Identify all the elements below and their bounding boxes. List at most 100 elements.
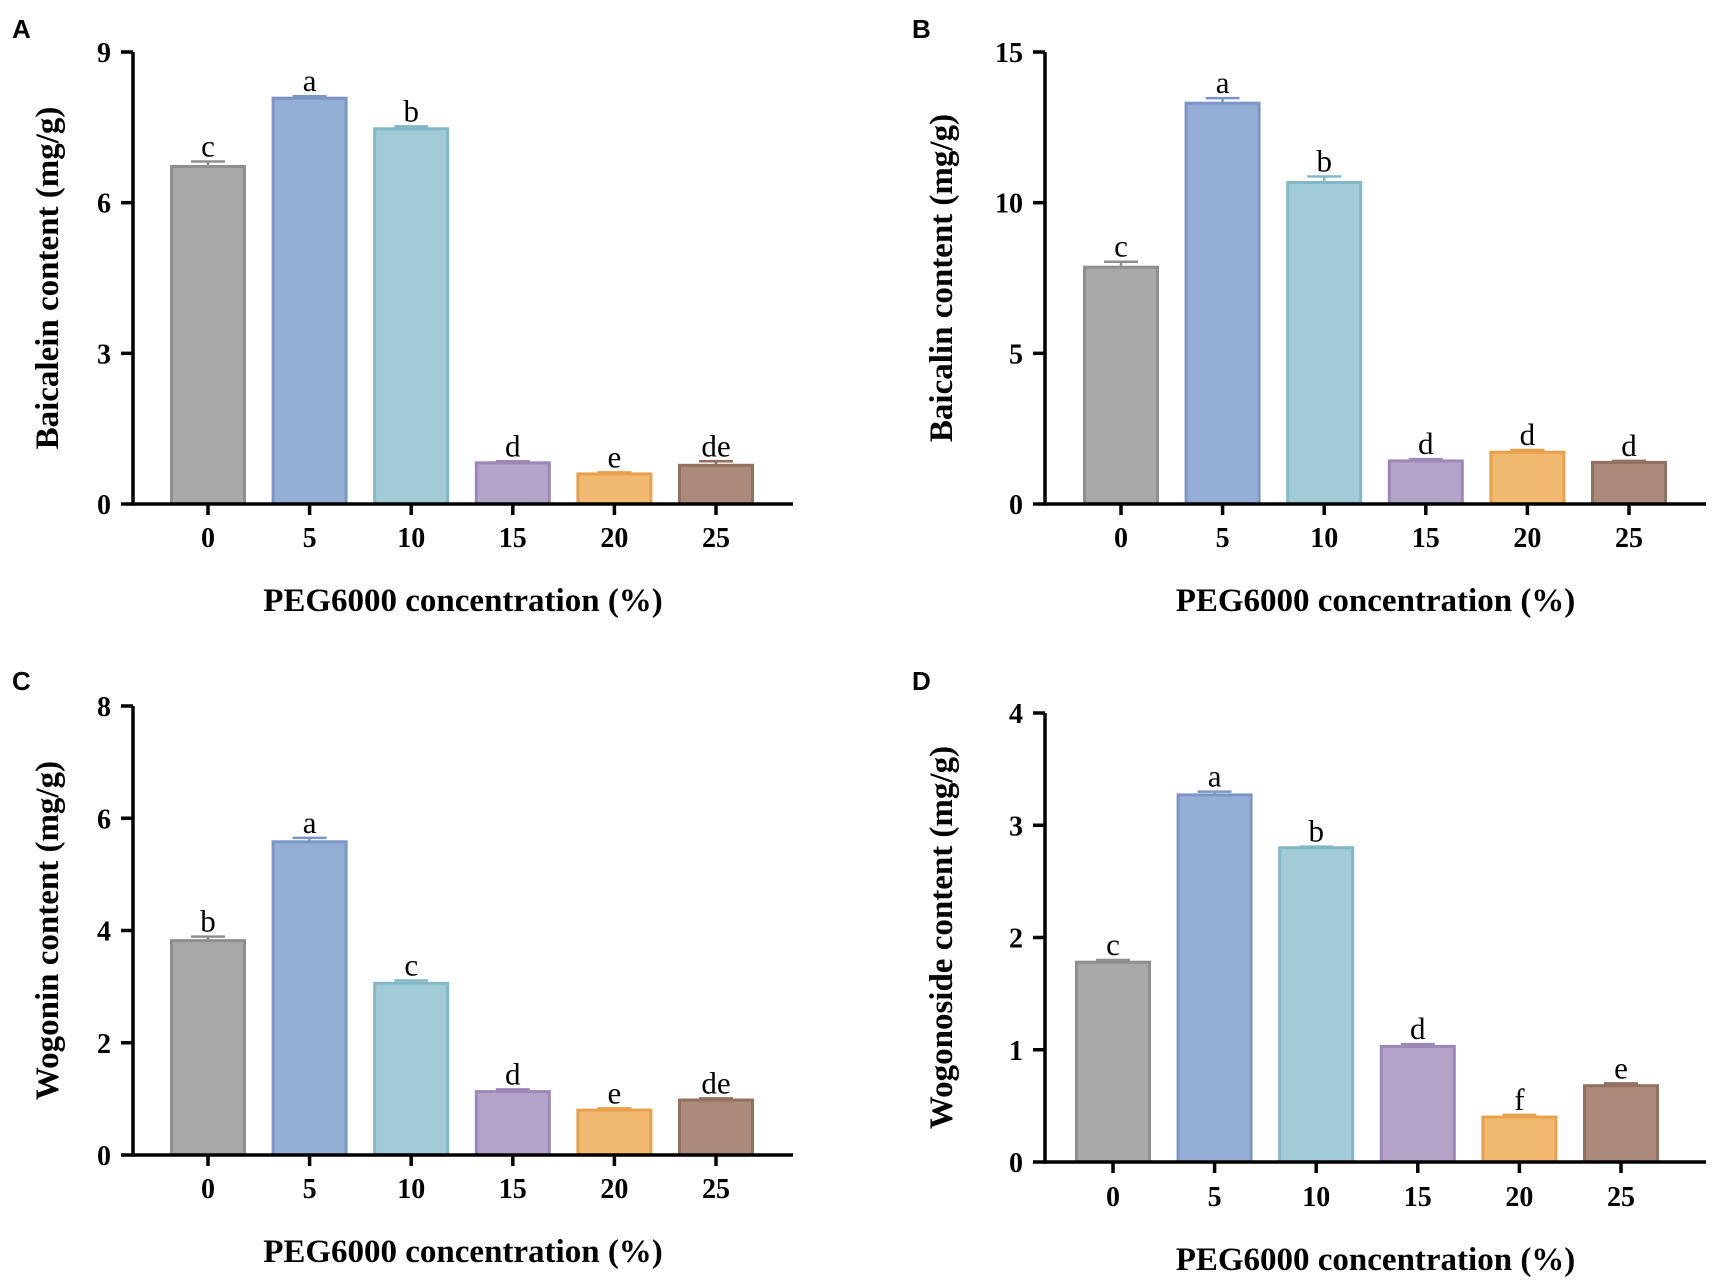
error-bar-d-20 <box>1502 1113 1537 1118</box>
significance-label-b-5: a <box>1216 65 1230 100</box>
y-tick-label-d-2: 2 <box>1009 924 1023 955</box>
significance-label-c-0: b <box>200 904 216 939</box>
significance-label-b-25: d <box>1621 428 1637 463</box>
x-tick-label-a-20: 20 <box>600 523 628 554</box>
bar-c-5 <box>271 840 348 1157</box>
bar-c-25 <box>678 1098 754 1157</box>
x-tick-label-b-0: 0 <box>1114 523 1128 554</box>
bar-d-25 <box>1583 1084 1659 1164</box>
significance-label-d-15: d <box>1410 1011 1426 1046</box>
significance-label-a-5: a <box>303 63 317 98</box>
bar-d-15 <box>1379 1044 1456 1164</box>
error-bar-b-5 <box>1205 96 1240 104</box>
y-tick-label-c-4: 4 <box>97 917 111 948</box>
x-tick-label-c-0: 0 <box>201 1174 215 1205</box>
significance-label-a-10: b <box>403 93 419 128</box>
significance-label-c-20: e <box>608 1075 622 1110</box>
bar-a-15 <box>474 461 551 506</box>
bar-b-20 <box>1489 450 1566 506</box>
error-bar-c-0 <box>191 935 225 941</box>
bar-d-10 <box>1278 846 1355 1164</box>
error-bar-a-5 <box>292 94 327 99</box>
y-tick-label-c-2: 2 <box>97 1029 111 1060</box>
panel-c-letter: C <box>12 666 31 696</box>
x-tick-label-b-5: 5 <box>1216 523 1230 554</box>
error-bar-b-15 <box>1408 457 1443 461</box>
bar-b-5 <box>1184 101 1261 506</box>
significance-label-c-25: de <box>701 1065 730 1100</box>
error-bar-b-25 <box>1612 459 1646 463</box>
y-tick-label-c-6: 6 <box>97 804 111 835</box>
bar-c-0 <box>170 939 246 1157</box>
error-bar-a-10 <box>394 125 429 129</box>
panel-d-letter: D <box>912 666 931 696</box>
y-tick-label-c-8: 8 <box>97 692 111 723</box>
bar-c-15 <box>474 1090 551 1157</box>
error-bar-a-15 <box>495 460 530 463</box>
y-tick-label-a-0: 0 <box>97 490 111 521</box>
significance-label-d-5: a <box>1208 759 1222 794</box>
significance-label-a-15: d <box>505 428 521 463</box>
y-tick-label-d-4: 4 <box>1009 699 1023 730</box>
significance-label-d-10: b <box>1308 814 1324 849</box>
bar-d-20 <box>1481 1115 1558 1164</box>
x-tick-label-c-20: 20 <box>600 1174 628 1205</box>
error-bar-b-20 <box>1510 448 1545 453</box>
significance-label-d-25: e <box>1614 1050 1628 1085</box>
y-tick-label-d-0: 0 <box>1009 1148 1023 1179</box>
x-tick-label-b-20: 20 <box>1513 523 1541 554</box>
panel-a-letter: A <box>12 14 31 44</box>
error-bar-c-10 <box>394 979 429 984</box>
panel-d: Dc a b d f e 0 1 2 3 4 0 5 10 15 20 25 PEG6000 concentrat… <box>912 666 1706 1278</box>
significance-label-a-20: e <box>608 439 622 474</box>
error-bar-c-15 <box>495 1088 530 1092</box>
y-tick-label-a-9: 9 <box>97 38 111 69</box>
error-bar-d-10 <box>1299 845 1334 848</box>
x-tick-label-a-15: 15 <box>499 523 527 554</box>
x-tick-label-b-10: 10 <box>1310 523 1338 554</box>
bar-a-20 <box>576 472 653 506</box>
panel-b: Bc a b d d d 0 5 10 15 0 5 10 15 20 25 PEG6000 concentra… <box>912 14 1706 619</box>
y-tick-label-c-0: 0 <box>97 1141 111 1172</box>
bar-a-0 <box>170 165 246 506</box>
significance-label-b-0: c <box>1114 229 1128 264</box>
bar-d-0 <box>1075 960 1151 1164</box>
y-axis-title-b: Baicalin content (mg/g) <box>924 114 960 442</box>
significance-label-b-20: d <box>1520 417 1536 452</box>
y-tick-label-d-3: 3 <box>1009 811 1023 842</box>
error-bar-b-0 <box>1104 260 1138 268</box>
error-bar-c-25 <box>699 1097 733 1100</box>
x-axis-title-b: PEG6000 concentration (%) <box>1176 583 1576 619</box>
x-tick-label-c-10: 10 <box>397 1174 425 1205</box>
x-tick-label-b-25: 25 <box>1615 523 1643 554</box>
bar-b-0 <box>1083 265 1159 506</box>
x-axis-title-a: PEG6000 concentration (%) <box>263 583 663 619</box>
significance-label-a-25: de <box>701 428 730 463</box>
bar-c-20 <box>576 1108 653 1157</box>
bar-a-5 <box>271 96 348 506</box>
x-tick-label-d-20: 20 <box>1505 1182 1533 1213</box>
x-tick-label-d-15: 15 <box>1404 1182 1432 1213</box>
x-axis-title-d: PEG6000 concentration (%) <box>1176 1242 1576 1278</box>
significance-label-a-0: c <box>201 129 215 164</box>
y-axis-title-c: Wogonin content (mg/g) <box>30 761 66 1100</box>
y-axis-title-a: Baicalein content (mg/g) <box>30 107 66 450</box>
significance-label-d-0: c <box>1106 927 1120 962</box>
bar-d-5 <box>1176 793 1253 1164</box>
error-bar-a-20 <box>597 471 632 474</box>
significance-label-c-10: c <box>404 948 418 983</box>
x-tick-label-b-15: 15 <box>1412 523 1440 554</box>
bar-a-10 <box>373 127 450 506</box>
y-tick-label-d-1: 1 <box>1009 1036 1023 1067</box>
x-tick-label-d-0: 0 <box>1106 1182 1120 1213</box>
error-bar-d-25 <box>1604 1082 1638 1086</box>
error-bar-c-5 <box>292 836 327 842</box>
bar-a-25 <box>678 463 754 506</box>
error-bar-b-10 <box>1307 175 1342 183</box>
significance-label-b-10: b <box>1316 144 1332 179</box>
y-tick-label-b-10: 10 <box>995 189 1023 220</box>
x-tick-label-d-25: 25 <box>1607 1182 1635 1213</box>
x-tick-label-c-15: 15 <box>499 1174 527 1205</box>
x-tick-label-d-10: 10 <box>1302 1182 1330 1213</box>
